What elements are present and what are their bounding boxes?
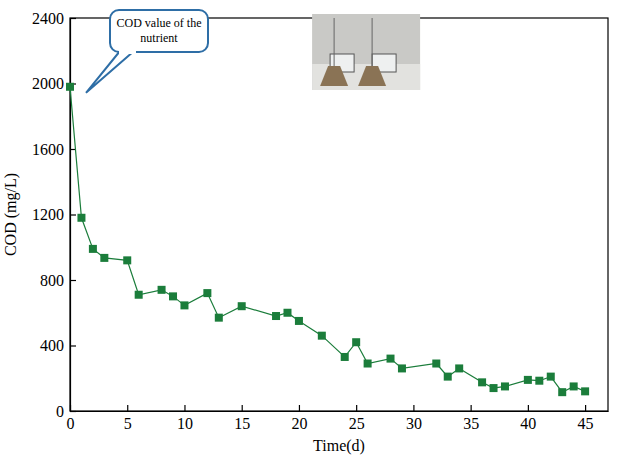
tick-mark	[70, 345, 76, 346]
x-axis-title: Time(d)	[313, 437, 365, 455]
tick-label: 40	[520, 415, 536, 432]
tick-mark	[242, 405, 243, 411]
tick-mark	[585, 405, 586, 411]
marker	[581, 387, 589, 395]
tick: 30	[406, 405, 422, 432]
tick: 1200	[32, 206, 76, 223]
marker	[558, 388, 566, 396]
tick-mark	[127, 405, 128, 411]
tick: 1600	[32, 141, 76, 158]
marker	[66, 83, 74, 91]
marker	[535, 377, 543, 385]
marker	[272, 312, 280, 320]
tick-label: 400	[40, 337, 64, 354]
tick-label: 25	[349, 415, 365, 432]
tick-label: 800	[40, 272, 64, 289]
marker	[364, 360, 372, 368]
series-line	[70, 87, 585, 392]
marker	[444, 373, 452, 381]
marker	[203, 289, 211, 297]
marker	[123, 256, 131, 264]
marker	[524, 376, 532, 384]
tick: 20	[291, 405, 307, 432]
plot-area: 0 5 10 15 20 25 30 35 40 45 0 400 800 1200 1600 2000 240…	[32, 10, 609, 433]
marker	[455, 364, 463, 372]
tick-label: 0	[67, 415, 75, 432]
tick-label: 15	[234, 415, 250, 432]
tick-mark	[70, 411, 76, 412]
tick-label: 2000	[32, 75, 64, 92]
tick: 400	[40, 337, 76, 354]
tick-label: 5	[124, 415, 132, 432]
tick-mark	[356, 405, 357, 411]
marker	[341, 353, 349, 361]
tick: 0	[56, 403, 76, 420]
tick-label: 30	[406, 415, 422, 432]
marker	[490, 384, 498, 392]
photo-inset	[312, 14, 420, 90]
tick-mark	[528, 405, 529, 411]
marker	[180, 301, 188, 309]
annotation: COD value of thenutrient	[86, 10, 208, 93]
marker	[570, 382, 578, 390]
marker	[387, 355, 395, 363]
tick-mark	[413, 405, 414, 411]
annotation-box	[110, 10, 208, 52]
marker	[501, 382, 509, 390]
tick: 2400	[32, 10, 76, 27]
tick: 800	[40, 272, 76, 289]
plot-frame	[70, 18, 608, 411]
marker	[283, 309, 291, 317]
tick-mark	[299, 405, 300, 411]
tick: 45	[578, 405, 594, 432]
annotation-text: COD value of thenutrient	[117, 16, 202, 45]
tick-mark	[70, 280, 76, 281]
tick: 35	[463, 405, 479, 432]
tick-label: 1600	[32, 141, 64, 158]
marker	[547, 373, 555, 381]
tick-mark	[184, 405, 185, 411]
tick-mark	[70, 18, 76, 19]
y-axis: 0 400 800 1200 1600 2000 2400	[32, 10, 76, 420]
tick: 40	[520, 405, 536, 432]
chart: 0 5 10 15 20 25 30 35 40 45 0 400 800 1200 1600 2000 240…	[0, 0, 618, 459]
tick-mark	[471, 405, 472, 411]
annotation-joint	[119, 49, 136, 54]
tick-label: 2400	[32, 10, 64, 27]
marker	[215, 314, 223, 322]
marker	[169, 292, 177, 300]
marker	[158, 286, 166, 294]
y-axis-title: COD (mg/L)	[2, 173, 20, 256]
tick-label: 1200	[32, 206, 64, 223]
tick-label: 45	[578, 415, 594, 432]
tick: 15	[234, 405, 250, 432]
tick-mark	[70, 214, 76, 215]
tick-label: 35	[463, 415, 479, 432]
marker	[398, 364, 406, 372]
marker	[478, 378, 486, 386]
marker	[295, 317, 303, 325]
x-axis: 0 5 10 15 20 25 30 35 40 45	[67, 405, 609, 432]
tick: 25	[349, 405, 365, 432]
marker	[432, 360, 440, 368]
marker	[318, 332, 326, 340]
axis-line	[71, 411, 609, 412]
marker	[89, 245, 97, 253]
tick: 5	[124, 405, 132, 432]
tick-label: 0	[56, 403, 64, 420]
tick-label: 20	[291, 415, 307, 432]
marker	[77, 214, 85, 222]
marker	[238, 302, 246, 310]
annotation-pointer	[86, 51, 134, 93]
marker	[352, 338, 360, 346]
tick-label: 10	[177, 415, 193, 432]
tick: 2000	[32, 75, 76, 92]
marker	[100, 254, 108, 262]
series-group	[66, 83, 589, 396]
marker	[135, 291, 143, 299]
tick: 10	[177, 405, 193, 432]
